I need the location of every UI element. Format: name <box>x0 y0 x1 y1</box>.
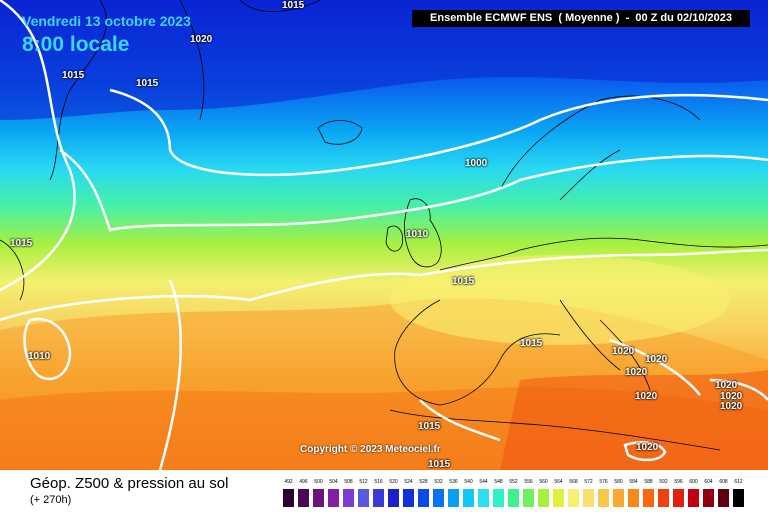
scale-swatch <box>283 489 294 507</box>
scale-tick-label: 568 <box>569 479 578 485</box>
scale-tick-label: 528 <box>419 479 428 485</box>
scale-tick-label: 536 <box>449 479 458 485</box>
scale-tick-label: 544 <box>479 479 488 485</box>
scale-tick-label: 552 <box>509 479 518 485</box>
scale-swatch <box>298 489 309 507</box>
scale-swatch <box>583 489 594 507</box>
scale-swatch <box>553 489 564 507</box>
isobar-label: 1020 <box>715 380 738 391</box>
isobars <box>0 0 768 470</box>
scale-tick-label: 600 <box>689 479 698 485</box>
isobar-label: 1015 <box>418 421 441 432</box>
isobar-label: 1010 <box>28 351 51 362</box>
scale-tick-label: 540 <box>464 479 473 485</box>
scale-tick-label: 588 <box>644 479 653 485</box>
legend-title: Géop. Z500 & pression au sol <box>30 475 229 492</box>
scale-swatch <box>658 489 669 507</box>
scale-tick-label: 604 <box>704 479 713 485</box>
scale-tick-label: 504 <box>329 479 338 485</box>
scale-swatch <box>523 489 534 507</box>
scale-swatch <box>673 489 684 507</box>
scale-swatch <box>313 489 324 507</box>
scale-swatch <box>538 489 549 507</box>
scale-tick-label: 524 <box>404 479 413 485</box>
map-area: 1020 1015 1015 1000 1015 1010 1010 1015 … <box>0 0 768 470</box>
scale-tick-label: 496 <box>299 479 308 485</box>
isobar-label: 1020 <box>612 346 635 357</box>
scale-tick-label: 516 <box>374 479 383 485</box>
scale-swatch <box>328 489 339 507</box>
scale-tick-label: 500 <box>314 479 323 485</box>
isobar-label: 1010 <box>406 229 429 240</box>
scale-swatch <box>433 489 444 507</box>
isobar-label: 1020 <box>720 391 743 402</box>
scale-tick-label: 580 <box>614 479 623 485</box>
isobar-label: 1015 <box>282 0 305 11</box>
isobar-label: 1020 <box>190 34 213 45</box>
model-run-banner: Ensemble ECMWF ENS ( Moyenne ) - 00 Z du… <box>412 10 750 27</box>
isobar-label: 1020 <box>645 354 668 365</box>
scale-swatch <box>358 489 369 507</box>
scale-tick-label: 612 <box>734 479 743 485</box>
scale-swatch <box>613 489 624 507</box>
scale-swatch <box>373 489 384 507</box>
scale-swatch <box>493 489 504 507</box>
scale-tick-label: 564 <box>554 479 563 485</box>
scale-tick-label: 592 <box>659 479 668 485</box>
scale-tick-label: 572 <box>584 479 593 485</box>
scale-tick-label: 576 <box>599 479 608 485</box>
scale-swatch <box>478 489 489 507</box>
isobar-label: 1020 <box>635 391 658 402</box>
scale-tick-label: 584 <box>629 479 638 485</box>
isobar-label: 1020 <box>720 401 743 412</box>
scale-tick-label: 520 <box>389 479 398 485</box>
scale-tick-label: 548 <box>494 479 503 485</box>
isobar-label: 1015 <box>62 70 85 81</box>
isobar-label: 1015 <box>10 238 33 249</box>
coastlines <box>0 0 768 451</box>
isobar-label: 1015 <box>136 78 159 89</box>
legend-subtitle: (+ 270h) <box>30 494 72 506</box>
forecast-time: 8:00 locale <box>22 33 130 56</box>
scale-tick-label: 560 <box>539 479 548 485</box>
scale-swatch <box>418 489 429 507</box>
copyright: Copyright © 2023 Meteociel.fr <box>300 444 441 455</box>
scale-swatch <box>733 489 744 507</box>
scale-swatch <box>448 489 459 507</box>
scale-swatch <box>343 489 354 507</box>
color-scale: 492 496 500 504 508 512 516 520 524 528 532 536 540 5… <box>283 472 753 510</box>
forecast-date: Vendredi 13 octobre 2023 <box>22 13 191 29</box>
scale-swatch <box>643 489 654 507</box>
scale-swatch <box>598 489 609 507</box>
geopotential-field <box>0 0 768 470</box>
isobar-label: 1015 <box>452 276 475 287</box>
scale-swatch <box>703 489 714 507</box>
scale-swatch <box>568 489 579 507</box>
isobar-label: 1000 <box>465 158 488 169</box>
scale-tick-label: 596 <box>674 479 683 485</box>
isobar-label: 1020 <box>625 367 648 378</box>
isobar-label: 1015 <box>428 459 451 470</box>
scale-swatch <box>628 489 639 507</box>
scale-swatch <box>463 489 474 507</box>
isobar-label: 1020 <box>636 442 659 453</box>
scale-swatch <box>403 489 414 507</box>
scale-tick-label: 508 <box>344 479 353 485</box>
scale-swatch <box>508 489 519 507</box>
legend-bar: Géop. Z500 & pression au sol (+ 270h) 49… <box>0 470 768 512</box>
scale-tick-label: 492 <box>284 479 293 485</box>
scale-tick-label: 512 <box>359 479 368 485</box>
isobar-label: 1015 <box>520 338 543 349</box>
scale-tick-label: 556 <box>524 479 533 485</box>
scale-tick-label: 608 <box>719 479 728 485</box>
scale-tick-label: 532 <box>434 479 443 485</box>
scale-swatch <box>718 489 729 507</box>
scale-swatch <box>688 489 699 507</box>
scale-swatch <box>388 489 399 507</box>
